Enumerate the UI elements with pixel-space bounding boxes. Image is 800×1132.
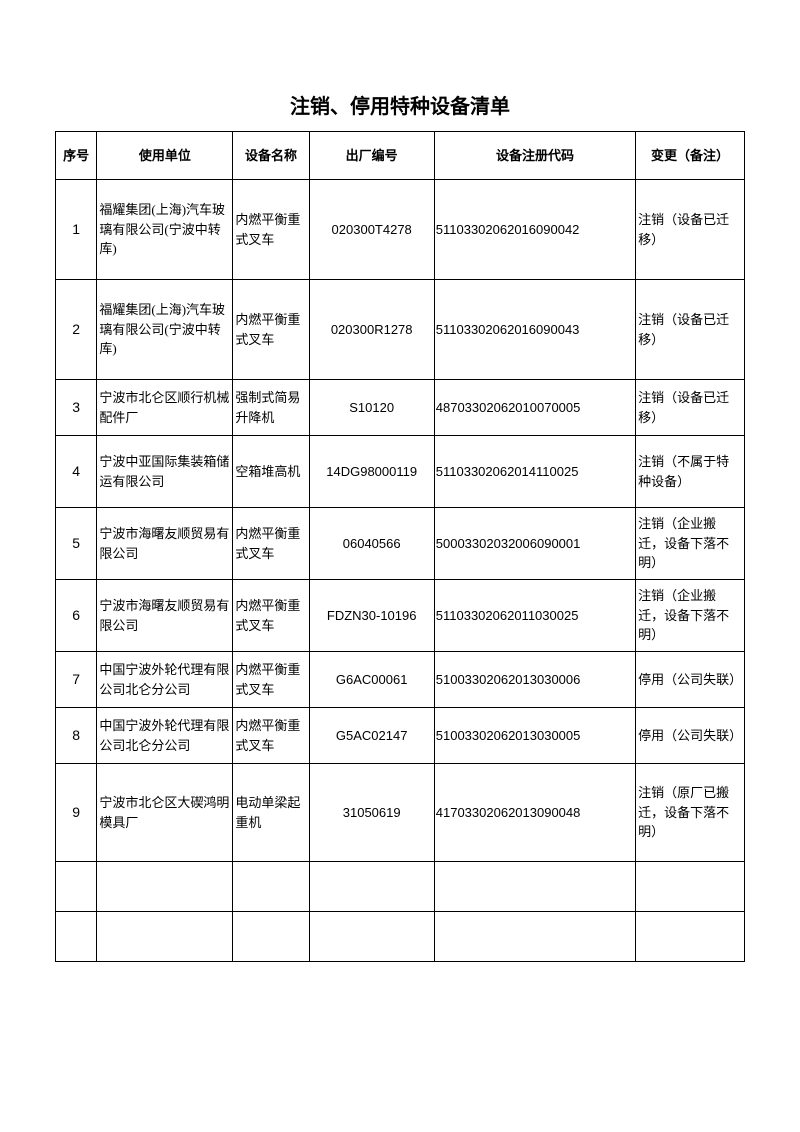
cell-equipment: 内燃平衡重式叉车 (233, 508, 309, 580)
cell-company: 福耀集团(上海)汽车玻璃有限公司(宁波中转库) (97, 280, 233, 380)
table-row: 5宁波市海曙友顺贸易有限公司内燃平衡重式叉车060405665000330203… (56, 508, 745, 580)
cell-company: 宁波市北仑区顺行机械配件厂 (97, 380, 233, 436)
cell-factory-num: 14DG98000119 (309, 436, 434, 508)
cell-reg-code: 41703302062013090048 (434, 764, 635, 862)
cell-remark: 注销（企业搬迁，设备下落不明） (636, 508, 745, 580)
cell-equipment: 空箱堆高机 (233, 436, 309, 508)
document-title: 注销、停用特种设备清单 (55, 90, 745, 119)
table-row: 9宁波市北仑区大碶鸿明模具厂电动单梁起重机3105061941703302062… (56, 764, 745, 862)
header-seq: 序号 (56, 132, 97, 180)
cell-reg-code: 51103302062011030025 (434, 580, 635, 652)
cell-equipment: 强制式简易升降机 (233, 380, 309, 436)
cell-remark: 注销（企业搬迁，设备下落不明） (636, 580, 745, 652)
cell-factory-num: G5AC02147 (309, 708, 434, 764)
cell-remark: 注销（设备已迁移） (636, 280, 745, 380)
cell-equipment: 电动单梁起重机 (233, 764, 309, 862)
cell-remark: 注销（原厂已搬迁，设备下落不明） (636, 764, 745, 862)
table-row: 7中国宁波外轮代理有限公司北仑分公司内燃平衡重式叉车G6AC0006151003… (56, 652, 745, 708)
cell-reg-code: 51103302062016090042 (434, 180, 635, 280)
cell-seq: 5 (56, 508, 97, 580)
cell-equipment: 内燃平衡重式叉车 (233, 580, 309, 652)
cell-company: 宁波市海曙友顺贸易有限公司 (97, 508, 233, 580)
header-equipment: 设备名称 (233, 132, 309, 180)
cell-reg-code: 51003302062013030005 (434, 708, 635, 764)
equipment-table: 序号 使用单位 设备名称 出厂编号 设备注册代码 变更（备注） 1福耀集团(上海… (55, 131, 745, 962)
cell-empty (56, 912, 97, 962)
cell-factory-num: 020300T4278 (309, 180, 434, 280)
cell-seq: 6 (56, 580, 97, 652)
cell-equipment: 内燃平衡重式叉车 (233, 180, 309, 280)
cell-seq: 3 (56, 380, 97, 436)
cell-empty (233, 862, 309, 912)
cell-seq: 9 (56, 764, 97, 862)
cell-company: 宁波市海曙友顺贸易有限公司 (97, 580, 233, 652)
table-row-empty (56, 912, 745, 962)
table-row: 1福耀集团(上海)汽车玻璃有限公司(宁波中转库)内燃平衡重式叉车020300T4… (56, 180, 745, 280)
cell-seq: 4 (56, 436, 97, 508)
cell-equipment: 内燃平衡重式叉车 (233, 708, 309, 764)
header-remark: 变更（备注） (636, 132, 745, 180)
cell-empty (309, 912, 434, 962)
cell-reg-code: 50003302032006090001 (434, 508, 635, 580)
table-row: 2福耀集团(上海)汽车玻璃有限公司(宁波中转库)内燃平衡重式叉车020300R1… (56, 280, 745, 380)
cell-seq: 7 (56, 652, 97, 708)
header-company: 使用单位 (97, 132, 233, 180)
cell-seq: 2 (56, 280, 97, 380)
cell-remark: 注销（不属于特种设备） (636, 436, 745, 508)
cell-company: 宁波市北仑区大碶鸿明模具厂 (97, 764, 233, 862)
cell-factory-num: G6AC00061 (309, 652, 434, 708)
cell-empty (636, 862, 745, 912)
cell-company: 宁波中亚国际集装箱储运有限公司 (97, 436, 233, 508)
cell-empty (97, 862, 233, 912)
cell-factory-num: FDZN30-10196 (309, 580, 434, 652)
cell-remark: 停用（公司失联） (636, 708, 745, 764)
cell-seq: 8 (56, 708, 97, 764)
cell-remark: 停用（公司失联） (636, 652, 745, 708)
cell-remark: 注销（设备已迁移） (636, 180, 745, 280)
cell-empty (56, 862, 97, 912)
cell-empty (97, 912, 233, 962)
cell-seq: 1 (56, 180, 97, 280)
cell-equipment: 内燃平衡重式叉车 (233, 652, 309, 708)
table-header-row: 序号 使用单位 设备名称 出厂编号 设备注册代码 变更（备注） (56, 132, 745, 180)
cell-reg-code: 48703302062010070005 (434, 380, 635, 436)
cell-company: 中国宁波外轮代理有限公司北仑分公司 (97, 708, 233, 764)
cell-reg-code: 51003302062013030006 (434, 652, 635, 708)
table-row: 3宁波市北仑区顺行机械配件厂强制式简易升降机S10120487033020620… (56, 380, 745, 436)
cell-empty (309, 862, 434, 912)
table-row: 6宁波市海曙友顺贸易有限公司内燃平衡重式叉车FDZN30-10196511033… (56, 580, 745, 652)
cell-factory-num: 06040566 (309, 508, 434, 580)
cell-company: 福耀集团(上海)汽车玻璃有限公司(宁波中转库) (97, 180, 233, 280)
cell-remark: 注销（设备已迁移） (636, 380, 745, 436)
cell-equipment: 内燃平衡重式叉车 (233, 280, 309, 380)
cell-empty (434, 862, 635, 912)
cell-empty (636, 912, 745, 962)
header-reg-code: 设备注册代码 (434, 132, 635, 180)
cell-factory-num: S10120 (309, 380, 434, 436)
cell-factory-num: 31050619 (309, 764, 434, 862)
cell-reg-code: 51103302062014110025 (434, 436, 635, 508)
cell-reg-code: 51103302062016090043 (434, 280, 635, 380)
header-factory-num: 出厂编号 (309, 132, 434, 180)
cell-company: 中国宁波外轮代理有限公司北仑分公司 (97, 652, 233, 708)
cell-empty (434, 912, 635, 962)
table-row-empty (56, 862, 745, 912)
table-row: 4宁波中亚国际集装箱储运有限公司空箱堆高机14DG980001195110330… (56, 436, 745, 508)
cell-factory-num: 020300R1278 (309, 280, 434, 380)
cell-empty (233, 912, 309, 962)
table-row: 8中国宁波外轮代理有限公司北仑分公司内燃平衡重式叉车G5AC0214751003… (56, 708, 745, 764)
